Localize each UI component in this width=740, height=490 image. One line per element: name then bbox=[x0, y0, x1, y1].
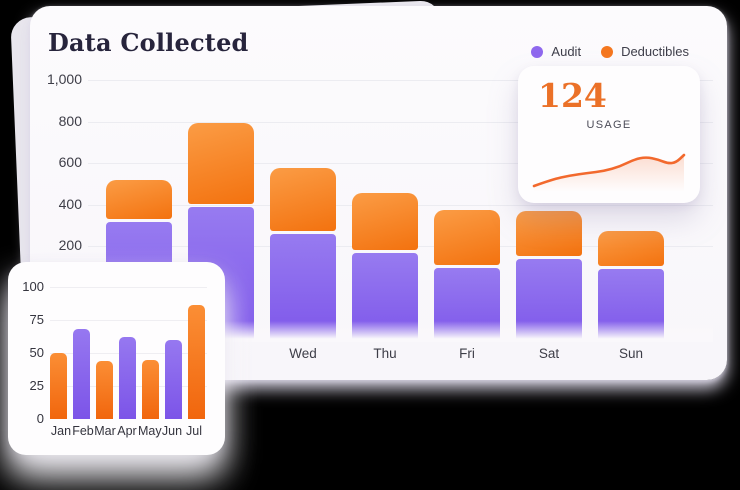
x-tick-label: May bbox=[138, 424, 162, 438]
stacked-bar bbox=[352, 192, 418, 340]
bar bbox=[73, 329, 90, 419]
y-tick-label: 200 bbox=[58, 237, 82, 253]
gridline bbox=[88, 121, 713, 123]
y-tick-label: 400 bbox=[58, 195, 82, 212]
bar-segment-deductibles bbox=[188, 123, 254, 205]
x-tick-label: Sun bbox=[618, 346, 644, 361]
monthly-xaxis-labels: Jan Feb Mar Apr May Jun Jul bbox=[50, 424, 205, 438]
bar bbox=[165, 339, 182, 419]
bar-segment-deductibles bbox=[270, 167, 336, 232]
usage-sparkline-chart bbox=[532, 153, 686, 192]
bars-bottom-fade bbox=[88, 321, 713, 342]
x-tick-label: Jan bbox=[50, 424, 72, 438]
usage-label: USAGE bbox=[586, 119, 632, 131]
legend-item-deductibles[interactable]: Deductibles bbox=[601, 44, 689, 59]
y-tick-label: 800 bbox=[58, 112, 82, 129]
bar-segment-deductibles bbox=[434, 210, 500, 266]
x-tick-label: Jul bbox=[186, 424, 202, 438]
legend-label-audit: Audit bbox=[551, 44, 582, 59]
weekly-xaxis-labels: Wed Thu Fri Sat Sun bbox=[106, 346, 664, 361]
usage-card: 124 USAGE bbox=[518, 66, 700, 203]
gridline bbox=[50, 320, 207, 321]
x-tick-label: Apr bbox=[117, 424, 137, 438]
bar bbox=[142, 359, 159, 419]
legend-label-deductibles: Deductibles bbox=[621, 44, 689, 59]
bar-segment-deductibles bbox=[106, 180, 172, 219]
gridline bbox=[88, 163, 713, 164]
chart-legend: Audit Deductibles bbox=[531, 44, 689, 59]
x-tick-label: Sat bbox=[538, 346, 560, 361]
stacked-bar bbox=[270, 167, 336, 340]
x-tick-label: Thu bbox=[373, 346, 397, 361]
y-tick-label: 600 bbox=[58, 154, 82, 170]
y-tick-label: 50 bbox=[29, 345, 44, 360]
stacked-bar bbox=[598, 231, 664, 340]
y-tick-label: 100 bbox=[22, 279, 44, 294]
audit-dot-icon bbox=[531, 45, 544, 58]
monthly-bars bbox=[50, 262, 205, 419]
bar bbox=[96, 360, 113, 419]
gridline bbox=[88, 80, 713, 81]
y-tick-label: 0 bbox=[36, 411, 44, 426]
bar bbox=[119, 337, 136, 419]
bar bbox=[50, 353, 67, 419]
x-tick-label: Jun bbox=[161, 424, 183, 438]
bar-segment-deductibles bbox=[352, 192, 418, 250]
bar-segment-deductibles bbox=[516, 211, 582, 256]
usage-value: 124 bbox=[538, 76, 607, 115]
bar-segment-deductibles bbox=[598, 231, 664, 267]
y-tick-label: 25 bbox=[29, 378, 44, 393]
x-tick-label: Wed bbox=[289, 346, 317, 361]
y-tick-label: 75 bbox=[29, 312, 44, 327]
monthly-chart-card: 100 75 50 25 0 Jan Feb Mar Apr May Jun Jul bbox=[8, 262, 225, 455]
x-tick-label: Mar bbox=[94, 424, 116, 438]
bar bbox=[188, 305, 205, 419]
gridline bbox=[50, 287, 207, 288]
x-tick-label: Fri bbox=[459, 346, 475, 361]
y-tick-label: 1,000 bbox=[46, 71, 82, 87]
legend-item-audit[interactable]: Audit bbox=[531, 44, 581, 59]
page-title: Data Collected bbox=[48, 28, 249, 57]
x-tick-label: Feb bbox=[72, 424, 94, 438]
deductibles-dot-icon bbox=[601, 45, 614, 58]
